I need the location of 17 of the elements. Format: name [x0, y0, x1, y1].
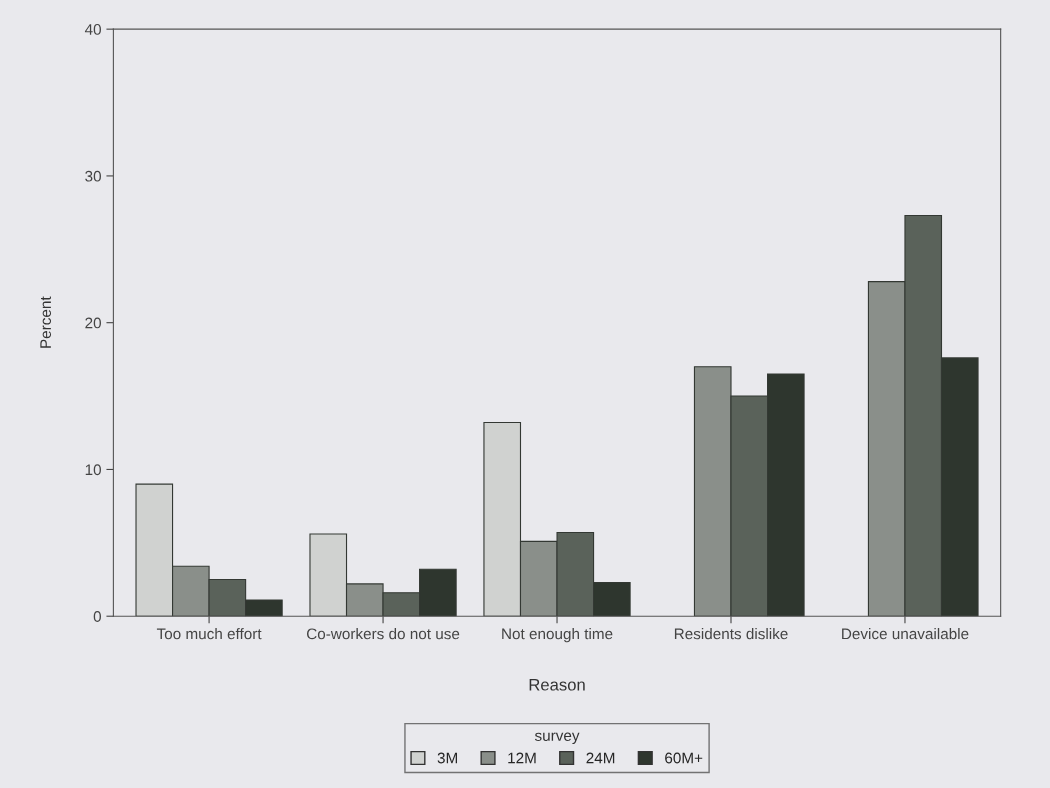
y-tick-label: 30	[85, 170, 101, 182]
legend-title: survey	[534, 732, 580, 745]
legend-label: 24M	[586, 752, 615, 764]
x-tick-label: Not enough time	[502, 628, 613, 643]
y-tick-label: 40	[84, 24, 101, 35]
legend-label: 60M+	[665, 752, 703, 764]
x-tick-label: Residents dislike	[674, 628, 788, 640]
x-tick-label: Co-workers do not use	[306, 628, 460, 640]
x-tick-label: Too much effort	[156, 628, 262, 640]
x-tick-label: Device unavailable	[842, 628, 969, 640]
y-axis-title: Percent	[40, 296, 52, 348]
legend-label: 12M	[508, 752, 536, 764]
x-axis-title: Reason	[529, 678, 585, 691]
legend-label: 3M	[437, 752, 457, 764]
y-tick-label: 20	[85, 317, 101, 329]
y-tick-label: 0	[93, 611, 101, 622]
y-tick-label: 10	[85, 464, 101, 476]
